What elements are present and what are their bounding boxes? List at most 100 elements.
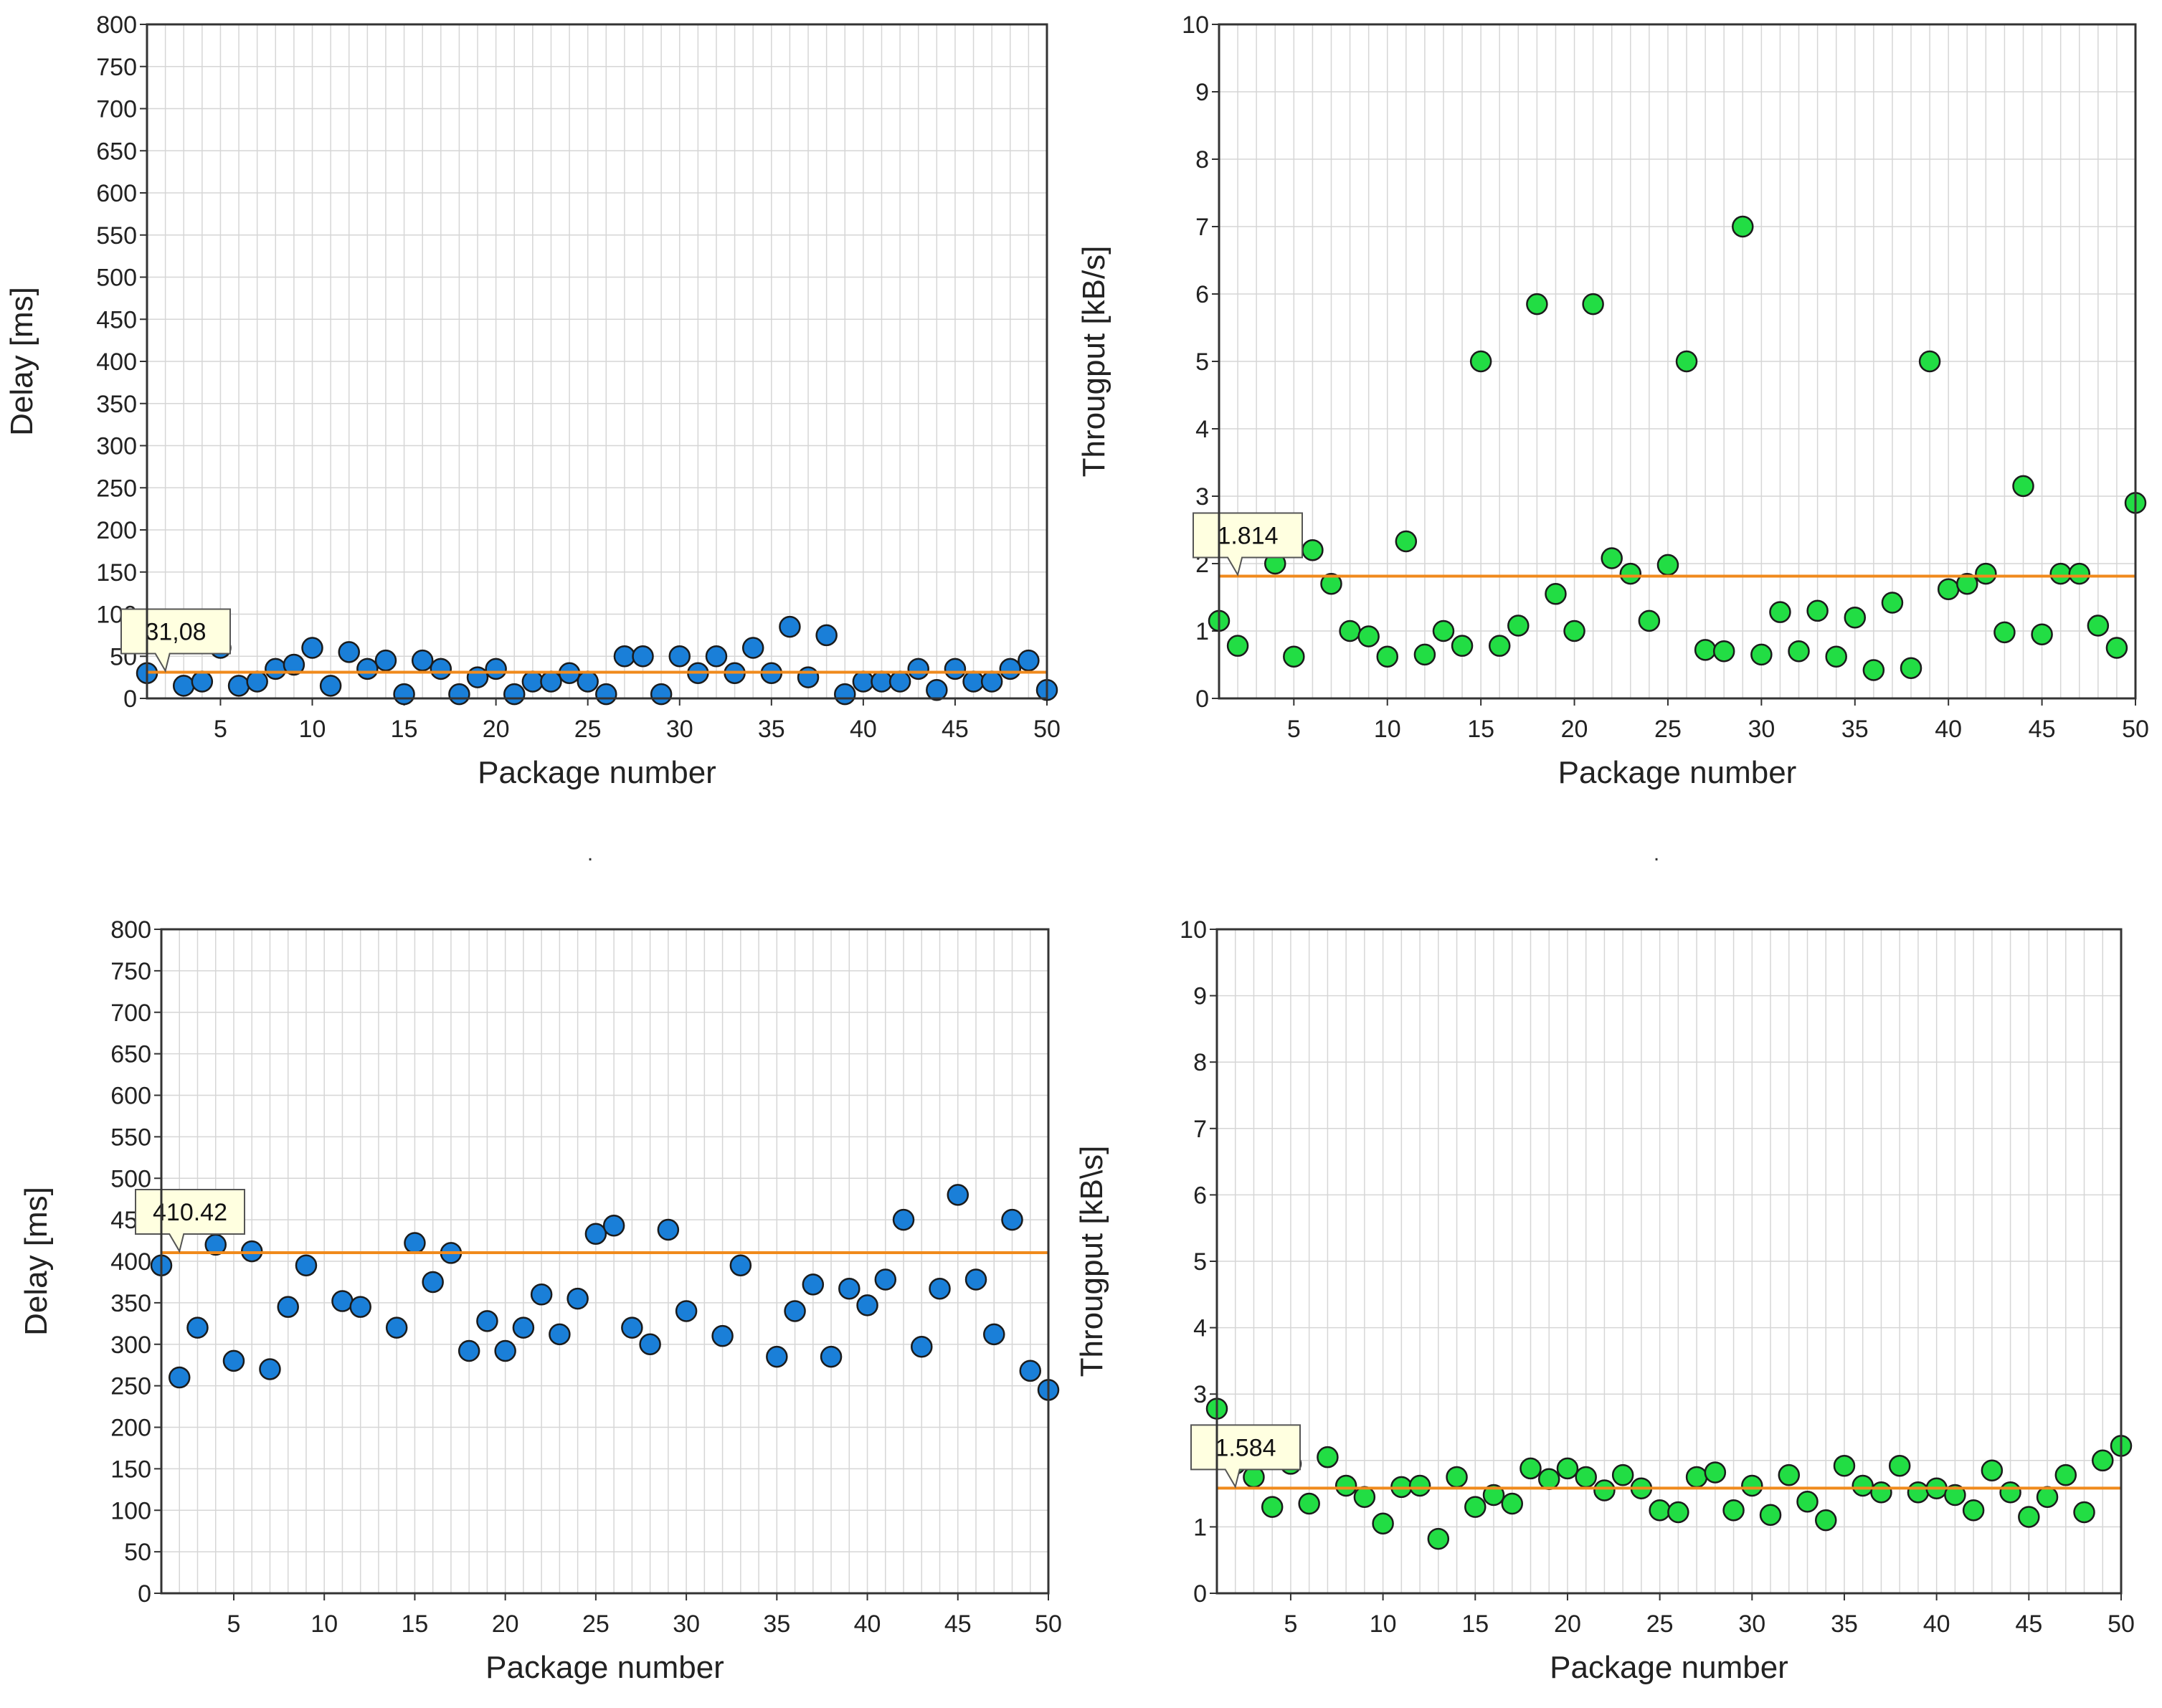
data-point bbox=[1712, 640, 1735, 663]
data-point bbox=[1482, 1484, 1505, 1507]
y-tick-label: 7 bbox=[1193, 1116, 1207, 1143]
data-point bbox=[476, 1310, 498, 1332]
y-tick-label: 150 bbox=[110, 1456, 151, 1483]
data-point bbox=[983, 1323, 1005, 1346]
data-point bbox=[1750, 643, 1773, 666]
data-point bbox=[632, 645, 654, 668]
data-point bbox=[1900, 657, 1922, 679]
separator-dot-left: . bbox=[587, 842, 593, 865]
data-point bbox=[1975, 562, 1997, 585]
data-point bbox=[1937, 578, 1960, 600]
y-tick-label: 400 bbox=[96, 348, 137, 376]
data-point bbox=[1675, 350, 1698, 373]
y-tick-label: 100 bbox=[110, 1497, 151, 1524]
data-point bbox=[1759, 1504, 1782, 1526]
data-point bbox=[1656, 554, 1679, 577]
y-tick-label: 250 bbox=[96, 475, 137, 502]
data-point bbox=[301, 637, 323, 659]
x-tick-label: 5 bbox=[214, 716, 227, 743]
data-point bbox=[711, 1324, 734, 1347]
data-point bbox=[1918, 350, 1941, 373]
y-tick-label: 10 bbox=[1180, 916, 1207, 944]
y-tick-label: 350 bbox=[96, 391, 137, 418]
data-point bbox=[1469, 350, 1492, 373]
plot-frame bbox=[160, 928, 1050, 1595]
data-point bbox=[1593, 1479, 1616, 1501]
data-point bbox=[1317, 1446, 1339, 1469]
data-point bbox=[784, 1300, 806, 1322]
data-point bbox=[1956, 572, 1978, 595]
y-tick-label: 150 bbox=[96, 559, 137, 587]
data-point bbox=[2012, 475, 2034, 498]
data-point bbox=[512, 1316, 535, 1339]
data-point bbox=[1862, 659, 1885, 681]
data-point bbox=[1870, 1481, 1892, 1504]
y-tick-label: 250 bbox=[110, 1373, 151, 1400]
x-tick-label: 20 bbox=[1561, 716, 1588, 743]
x-axis-title: Package number bbox=[478, 755, 716, 790]
data-point bbox=[1685, 1466, 1708, 1489]
average-callout-label: 410.42 bbox=[153, 1199, 227, 1226]
x-tick-label: 20 bbox=[1554, 1610, 1581, 1638]
data-point bbox=[1334, 1474, 1357, 1497]
x-tick-label: 35 bbox=[763, 1610, 790, 1638]
data-point bbox=[962, 670, 985, 693]
y-tick-label: 3 bbox=[1193, 1381, 1207, 1408]
data-point bbox=[1814, 1509, 1837, 1532]
data-point bbox=[874, 1268, 897, 1291]
x-tick-label: 25 bbox=[1654, 716, 1682, 743]
data-point bbox=[929, 1277, 951, 1300]
data-point bbox=[393, 683, 415, 706]
data-point bbox=[457, 1339, 480, 1362]
average-callout bbox=[1193, 512, 1303, 577]
x-tick-label: 45 bbox=[942, 716, 969, 743]
data-point bbox=[430, 658, 452, 680]
data-point bbox=[494, 1339, 516, 1362]
x-tick-label: 40 bbox=[1935, 716, 1962, 743]
y-tick-label: 1 bbox=[1193, 1514, 1207, 1541]
x-tick-label: 30 bbox=[1738, 1610, 1765, 1638]
x-tick-label: 50 bbox=[2122, 716, 2149, 743]
data-point bbox=[1907, 1481, 1930, 1504]
x-tick-label: 40 bbox=[1923, 1610, 1950, 1638]
data-point bbox=[595, 683, 617, 706]
data-point bbox=[741, 637, 764, 659]
data-point bbox=[448, 683, 470, 706]
data-point bbox=[265, 658, 287, 680]
y-tick-label: 9 bbox=[1195, 79, 1209, 106]
data-point bbox=[1501, 1492, 1524, 1515]
data-point bbox=[374, 649, 397, 672]
x-tick-label: 35 bbox=[758, 716, 785, 743]
x-tick-label: 25 bbox=[1646, 1610, 1674, 1638]
x-tick-label: 50 bbox=[2108, 1610, 2135, 1638]
x-tick-label: 10 bbox=[299, 716, 326, 743]
x-tick-label: 35 bbox=[1841, 716, 1869, 743]
x-axis-title: Package number bbox=[1558, 755, 1797, 790]
data-point bbox=[540, 670, 562, 693]
data-point bbox=[356, 658, 379, 680]
data-point bbox=[172, 675, 195, 697]
data-point bbox=[1261, 1496, 1284, 1518]
average-callout bbox=[120, 608, 231, 673]
average-callout bbox=[135, 1188, 245, 1253]
data-point bbox=[1999, 1481, 2021, 1504]
delay-chart-top: 0501001502002503003504004505005506006507… bbox=[4, 11, 1061, 790]
data-point bbox=[1796, 1490, 1819, 1513]
y-tick-label: 7 bbox=[1195, 214, 1209, 241]
data-point bbox=[530, 1284, 553, 1306]
x-tick-label: 30 bbox=[1748, 716, 1775, 743]
data-point bbox=[1833, 1454, 1856, 1477]
data-point bbox=[331, 1290, 354, 1312]
x-axis-title: Package number bbox=[485, 1650, 724, 1685]
data-point bbox=[1556, 1457, 1579, 1480]
data-point bbox=[2092, 1449, 2114, 1472]
data-point bbox=[1018, 649, 1040, 672]
data-point bbox=[1667, 1501, 1689, 1524]
y-tick-label: 6 bbox=[1193, 1182, 1207, 1209]
y-tick-label: 750 bbox=[110, 958, 151, 985]
y-tick-label: 0 bbox=[123, 685, 137, 713]
data-point bbox=[2073, 1501, 2095, 1524]
y-tick-label: 450 bbox=[96, 306, 137, 333]
data-point bbox=[2036, 1486, 2059, 1508]
